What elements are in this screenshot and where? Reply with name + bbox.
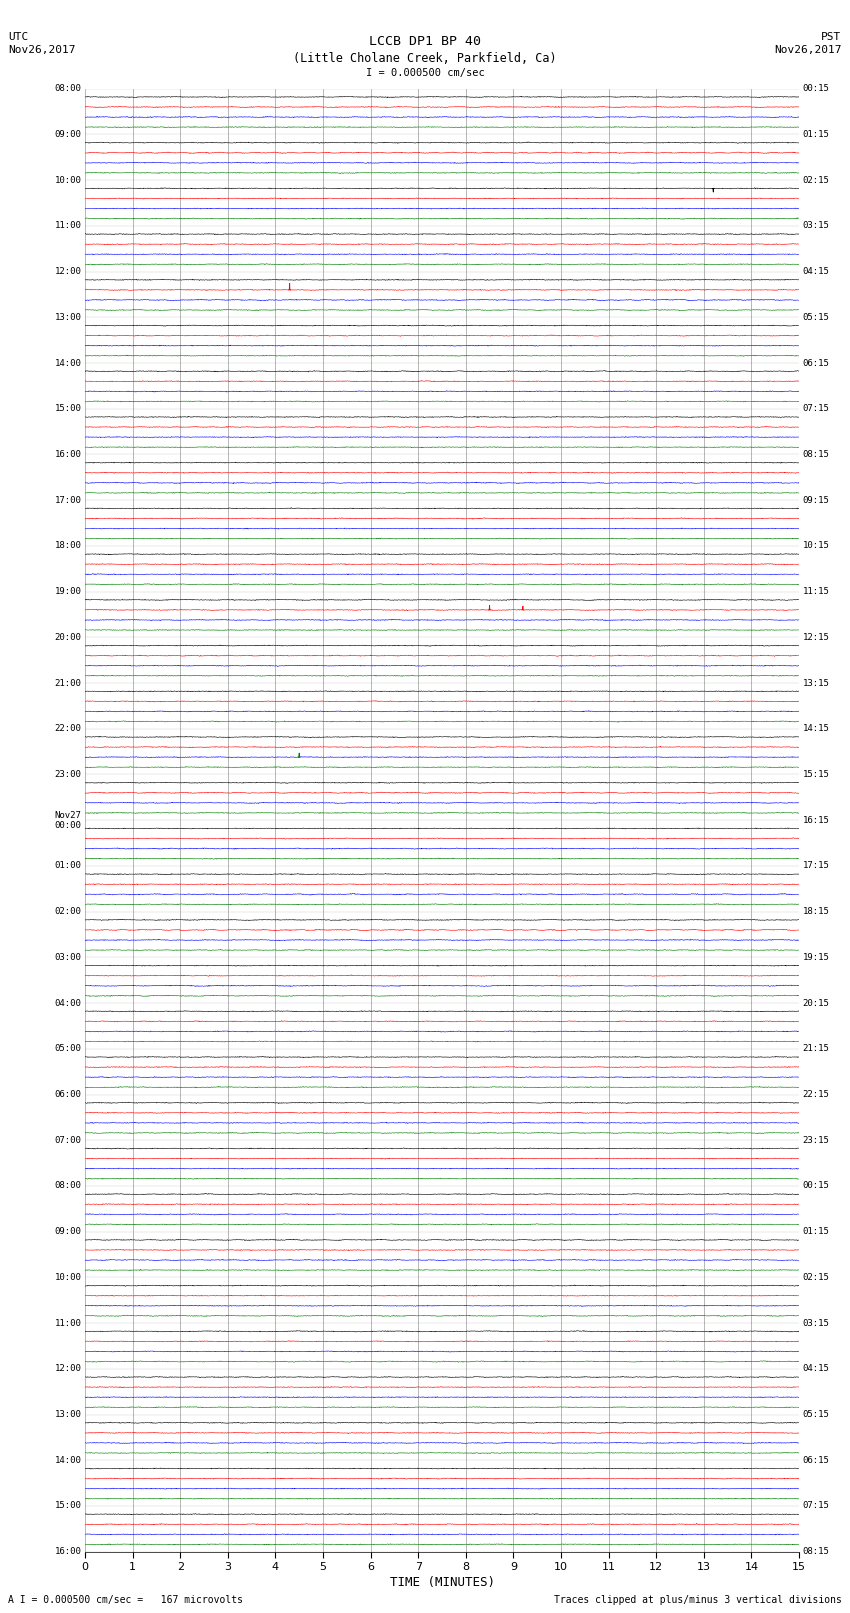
Text: 14:00: 14:00 xyxy=(54,1457,82,1465)
Text: 16:00: 16:00 xyxy=(54,1547,82,1557)
Text: 08:00: 08:00 xyxy=(54,1181,82,1190)
Text: 04:15: 04:15 xyxy=(802,1365,830,1373)
Text: 02:15: 02:15 xyxy=(802,176,830,184)
Text: 05:15: 05:15 xyxy=(802,1410,830,1419)
Text: 18:00: 18:00 xyxy=(54,542,82,550)
Text: 17:00: 17:00 xyxy=(54,495,82,505)
Text: 22:15: 22:15 xyxy=(802,1090,830,1098)
Text: 16:15: 16:15 xyxy=(802,816,830,824)
Text: 13:00: 13:00 xyxy=(54,1410,82,1419)
Text: 08:00: 08:00 xyxy=(54,84,82,94)
Text: 12:15: 12:15 xyxy=(802,632,830,642)
Text: Nov26,2017: Nov26,2017 xyxy=(8,45,76,55)
Text: 21:00: 21:00 xyxy=(54,679,82,687)
Text: 17:15: 17:15 xyxy=(802,861,830,871)
Text: (Little Cholane Creek, Parkfield, Ca): (Little Cholane Creek, Parkfield, Ca) xyxy=(293,52,557,65)
Text: 06:15: 06:15 xyxy=(802,1457,830,1465)
Text: 10:00: 10:00 xyxy=(54,176,82,184)
Text: 19:15: 19:15 xyxy=(802,953,830,961)
Text: 21:15: 21:15 xyxy=(802,1044,830,1053)
Text: 00:15: 00:15 xyxy=(802,84,830,94)
Text: 13:15: 13:15 xyxy=(802,679,830,687)
Text: 18:15: 18:15 xyxy=(802,907,830,916)
Text: 07:00: 07:00 xyxy=(54,1136,82,1145)
Text: 01:15: 01:15 xyxy=(802,131,830,139)
Text: 05:00: 05:00 xyxy=(54,1044,82,1053)
Text: 15:00: 15:00 xyxy=(54,405,82,413)
Text: 12:00: 12:00 xyxy=(54,1365,82,1373)
Text: 04:15: 04:15 xyxy=(802,268,830,276)
Text: LCCB DP1 BP 40: LCCB DP1 BP 40 xyxy=(369,35,481,48)
Text: 15:15: 15:15 xyxy=(802,769,830,779)
Text: Nov27
00:00: Nov27 00:00 xyxy=(54,811,82,829)
Text: 12:00: 12:00 xyxy=(54,268,82,276)
Text: 09:00: 09:00 xyxy=(54,1227,82,1236)
X-axis label: TIME (MINUTES): TIME (MINUTES) xyxy=(389,1576,495,1589)
Text: 06:00: 06:00 xyxy=(54,1090,82,1098)
Text: 01:00: 01:00 xyxy=(54,861,82,871)
Text: 14:00: 14:00 xyxy=(54,358,82,368)
Text: PST: PST xyxy=(821,32,842,42)
Text: 02:00: 02:00 xyxy=(54,907,82,916)
Text: 16:00: 16:00 xyxy=(54,450,82,460)
Text: 01:15: 01:15 xyxy=(802,1227,830,1236)
Text: 13:00: 13:00 xyxy=(54,313,82,323)
Text: 07:15: 07:15 xyxy=(802,405,830,413)
Text: 10:15: 10:15 xyxy=(802,542,830,550)
Text: I = 0.000500 cm/sec: I = 0.000500 cm/sec xyxy=(366,68,484,77)
Text: Nov26,2017: Nov26,2017 xyxy=(774,45,842,55)
Text: Traces clipped at plus/minus 3 vertical divisions: Traces clipped at plus/minus 3 vertical … xyxy=(553,1595,842,1605)
Text: 09:15: 09:15 xyxy=(802,495,830,505)
Text: 00:15: 00:15 xyxy=(802,1181,830,1190)
Text: 15:00: 15:00 xyxy=(54,1502,82,1510)
Text: 10:00: 10:00 xyxy=(54,1273,82,1282)
Text: 04:00: 04:00 xyxy=(54,998,82,1008)
Text: 03:15: 03:15 xyxy=(802,221,830,231)
Text: 22:00: 22:00 xyxy=(54,724,82,734)
Text: 05:15: 05:15 xyxy=(802,313,830,323)
Text: 08:15: 08:15 xyxy=(802,1547,830,1557)
Text: 11:00: 11:00 xyxy=(54,1318,82,1327)
Text: 11:00: 11:00 xyxy=(54,221,82,231)
Text: UTC: UTC xyxy=(8,32,29,42)
Text: 23:00: 23:00 xyxy=(54,769,82,779)
Text: 20:00: 20:00 xyxy=(54,632,82,642)
Text: 23:15: 23:15 xyxy=(802,1136,830,1145)
Text: 14:15: 14:15 xyxy=(802,724,830,734)
Text: 03:00: 03:00 xyxy=(54,953,82,961)
Text: 19:00: 19:00 xyxy=(54,587,82,597)
Text: 09:00: 09:00 xyxy=(54,131,82,139)
Text: 07:15: 07:15 xyxy=(802,1502,830,1510)
Text: 08:15: 08:15 xyxy=(802,450,830,460)
Text: 06:15: 06:15 xyxy=(802,358,830,368)
Text: 03:15: 03:15 xyxy=(802,1318,830,1327)
Text: 11:15: 11:15 xyxy=(802,587,830,597)
Text: 20:15: 20:15 xyxy=(802,998,830,1008)
Text: 02:15: 02:15 xyxy=(802,1273,830,1282)
Text: A I = 0.000500 cm/sec =   167 microvolts: A I = 0.000500 cm/sec = 167 microvolts xyxy=(8,1595,243,1605)
